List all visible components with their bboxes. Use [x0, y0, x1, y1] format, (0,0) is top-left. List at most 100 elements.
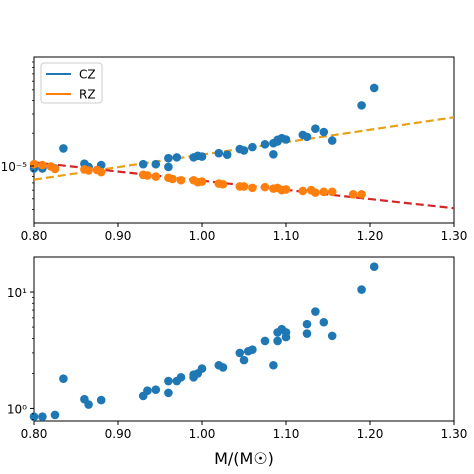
- bottom-x-tick-label: 0.80: [21, 427, 48, 441]
- top-y-tick-label: 10⁻⁵: [1, 160, 28, 174]
- top-point-series-0: [302, 132, 312, 142]
- bottom-point-series-0: [164, 388, 173, 398]
- top-point-series-0: [357, 101, 366, 110]
- legend-label: RZ: [79, 88, 96, 102]
- top-point-series-0: [59, 144, 68, 153]
- top-point-series-1: [176, 175, 186, 185]
- bottom-point-series-0: [151, 385, 161, 394]
- top-point-series-0: [197, 152, 207, 161]
- bottom-point-series-0: [50, 410, 60, 420]
- legend: CZ RZ: [40, 62, 103, 104]
- top-panel: 0.80 0.90 1.00 1.10 1.20 1.30 10⁻⁵ CZ RZ: [1, 56, 468, 243]
- top-point-series-1: [29, 159, 39, 169]
- top-point-series-0: [327, 136, 337, 145]
- bottom-x-axis-label: M/(M☉): [214, 449, 274, 468]
- top-point-series-1: [197, 177, 207, 186]
- bottom-point-series-0: [327, 331, 337, 341]
- bottom-x-tick-label: 0.90: [105, 427, 132, 441]
- bottom-point-series-0: [29, 412, 39, 421]
- top-x-tick-label: 1.10: [273, 229, 300, 243]
- bottom-x-tick-label: 1.20: [357, 427, 384, 441]
- top-point-series-1: [311, 188, 320, 197]
- bottom-point-series-0: [239, 355, 249, 365]
- top-x-tick-label: 0.80: [21, 229, 48, 243]
- bottom-point-series-0: [189, 370, 198, 379]
- top-point-series-1: [281, 185, 291, 194]
- top-point-series-1: [348, 190, 358, 199]
- bottom-point-series-0: [302, 319, 312, 329]
- top-point-series-0: [151, 159, 161, 169]
- bottom-point-series-0: [164, 376, 173, 386]
- bottom-point-series-0: [281, 328, 291, 337]
- top-x-tick-label: 1.00: [189, 229, 216, 243]
- top-point-series-0: [222, 150, 232, 159]
- top-plot-frame: [33, 56, 455, 224]
- top-point-series-1: [50, 164, 60, 174]
- top-point-series-0: [239, 146, 249, 155]
- top-point-series-0: [164, 153, 173, 163]
- top-point-series-0: [172, 153, 182, 162]
- top-point-series-1: [218, 179, 228, 189]
- top-point-series-1: [143, 171, 152, 180]
- bottom-points: [29, 262, 379, 421]
- top-y-ticks: 10⁻⁵: [1, 61, 34, 210]
- top-point-series-1: [151, 172, 161, 181]
- top-point-series-1: [38, 160, 47, 170]
- top-point-series-1: [319, 187, 329, 197]
- bottom-point-series-0: [273, 336, 282, 346]
- bottom-point-series-0: [143, 386, 152, 396]
- top-point-series-0: [319, 127, 329, 137]
- top-x-tick-label: 1.30: [441, 229, 468, 243]
- top-point-series-1: [298, 186, 308, 196]
- top-point-series-0: [281, 135, 291, 144]
- bottom-x-tick-label: 1.30: [441, 427, 468, 441]
- bottom-x-tick-label: 1.10: [273, 427, 300, 441]
- top-point-series-1: [248, 183, 257, 193]
- bottom-panel: 0.80 0.90 1.00 1.10 1.20 1.30 10⁰ 10¹ M/(M☉): [7, 256, 468, 468]
- top-x-ticks: 0.80 0.90 1.00 1.10 1.20 1.30: [21, 223, 468, 243]
- bottom-y-tick-label: 10⁰: [7, 402, 27, 416]
- top-point-series-1: [84, 166, 93, 175]
- bottom-x-tick-label: 1.00: [189, 427, 216, 441]
- top-point-series-0: [214, 148, 224, 158]
- top-x-tick-label: 1.20: [357, 229, 384, 243]
- bottom-point-series-0: [369, 262, 379, 272]
- legend-label: CZ: [79, 68, 96, 82]
- top-point-series-1: [96, 167, 106, 177]
- bottom-point-series-0: [319, 317, 329, 327]
- bottom-y-ticks: 10⁰ 10¹: [7, 286, 34, 421]
- bottom-point-series-0: [311, 307, 320, 316]
- bottom-point-series-0: [357, 285, 366, 294]
- top-x-tick-label: 0.90: [105, 229, 132, 243]
- bottom-plot-frame: [33, 256, 455, 422]
- bottom-point-series-0: [260, 336, 270, 346]
- bottom-y-tick-label: 10¹: [7, 286, 27, 300]
- top-point-series-0: [269, 150, 278, 159]
- top-fit-lines: [33, 116, 455, 210]
- top-point-series-0: [311, 124, 320, 133]
- bottom-point-series-0: [218, 363, 228, 372]
- bottom-point-series-0: [235, 348, 245, 358]
- bottom-point-series-0: [269, 360, 278, 370]
- top-point-series-0: [260, 140, 270, 149]
- top-fit-line: [33, 116, 455, 181]
- bottom-point-series-0: [197, 364, 207, 373]
- top-point-series-1: [260, 182, 270, 192]
- bottom-point-series-0: [248, 345, 257, 354]
- bottom-point-series-0: [59, 374, 68, 384]
- top-point-series-0: [248, 142, 257, 152]
- bottom-point-series-0: [84, 400, 93, 409]
- top-point-series-0: [369, 83, 379, 93]
- top-point-series-1: [239, 182, 249, 191]
- top-point-series-1: [327, 187, 337, 197]
- top-point-series-1: [357, 190, 366, 199]
- bottom-x-ticks: 0.80 0.90 1.00 1.10 1.20 1.30: [21, 421, 468, 441]
- top-point-series-1: [168, 174, 177, 184]
- top-point-series-0: [164, 162, 173, 172]
- bottom-point-series-0: [302, 329, 312, 338]
- bottom-point-series-0: [96, 395, 106, 405]
- bottom-point-series-0: [38, 412, 47, 421]
- bottom-point-series-0: [176, 373, 186, 382]
- top-point-series-0: [138, 159, 148, 169]
